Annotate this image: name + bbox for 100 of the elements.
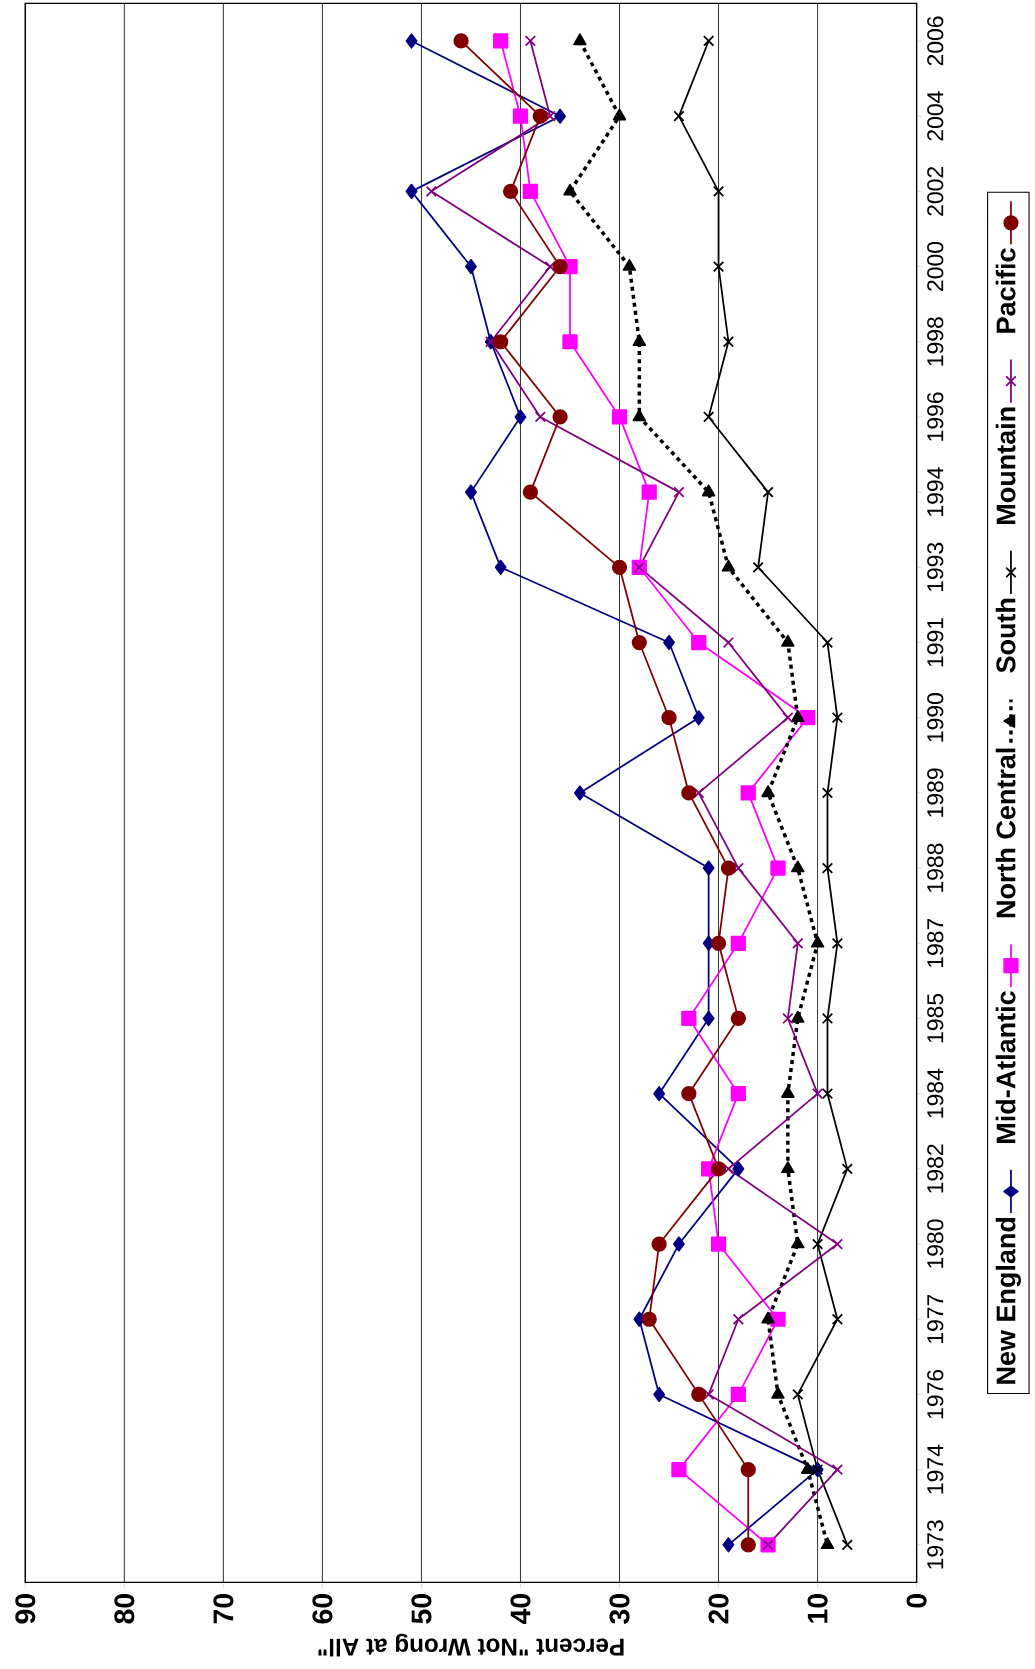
point <box>702 1010 715 1027</box>
x-tick-label: 50 <box>411 1594 432 1624</box>
point <box>841 1539 853 1551</box>
point <box>732 1161 745 1177</box>
point <box>573 33 587 46</box>
point <box>831 712 844 724</box>
point <box>782 1012 794 1025</box>
point <box>821 1088 834 1100</box>
x-tick-label: 30 <box>609 1594 630 1624</box>
point <box>493 334 509 350</box>
point <box>522 484 539 500</box>
point <box>544 110 556 122</box>
point <box>502 183 519 199</box>
point <box>622 258 637 271</box>
point <box>494 559 507 575</box>
point <box>632 409 647 422</box>
y-tick-label: 1990 <box>927 693 944 742</box>
point <box>820 1537 835 1550</box>
legend-label: Mid-Atlantic <box>995 991 1016 1143</box>
point <box>692 710 705 726</box>
point <box>791 1010 805 1023</box>
point <box>703 411 715 423</box>
point <box>563 183 577 196</box>
point <box>701 484 716 497</box>
y-tick-label: 1998 <box>927 317 944 366</box>
point <box>532 108 548 124</box>
point <box>691 1386 707 1403</box>
x-axis-title: Percent "Not Wrong at All" <box>318 1633 624 1657</box>
point <box>405 33 418 49</box>
point <box>740 1537 756 1553</box>
x-tick-label: 70 <box>213 1594 234 1624</box>
point <box>821 862 834 874</box>
point <box>611 409 628 425</box>
point <box>673 486 685 498</box>
x-tick-label: 60 <box>312 1594 333 1624</box>
point <box>661 710 677 726</box>
point <box>703 35 715 47</box>
point <box>811 1088 824 1100</box>
point <box>552 258 568 275</box>
y-tick-label: 1987 <box>927 918 944 968</box>
point <box>651 1236 667 1252</box>
point <box>730 1010 746 1027</box>
point <box>681 1010 697 1027</box>
point <box>562 334 578 350</box>
y-tick-label: 1976 <box>927 1369 944 1419</box>
point <box>771 1386 785 1399</box>
point <box>761 785 775 798</box>
point <box>641 484 657 500</box>
point <box>631 634 647 651</box>
point <box>524 35 537 47</box>
point <box>791 1236 805 1249</box>
point <box>800 1462 815 1474</box>
point <box>702 860 715 876</box>
y-tick-label: 1988 <box>927 843 944 892</box>
y-tick-label: 1989 <box>927 768 944 817</box>
point <box>710 1236 727 1252</box>
legend-label: North Central <box>995 748 1016 918</box>
x-tick-label: 80 <box>114 1594 135 1624</box>
point <box>465 484 477 500</box>
point <box>514 409 527 425</box>
point <box>673 1236 685 1252</box>
point <box>722 336 735 348</box>
x-tick-label: 40 <box>510 1594 531 1625</box>
point <box>671 1462 687 1478</box>
x-tick-label: 0 <box>906 1594 927 1608</box>
point <box>552 409 568 425</box>
point <box>792 937 804 949</box>
point <box>762 486 774 498</box>
y-tick-label: 2002 <box>927 167 944 216</box>
point <box>425 185 437 198</box>
y-tick-label: 1984 <box>927 1068 944 1118</box>
point <box>493 33 509 49</box>
point <box>831 1238 844 1250</box>
point <box>512 108 529 124</box>
point <box>811 1238 824 1250</box>
y-tick-label: 1980 <box>927 1219 944 1268</box>
point <box>722 636 735 649</box>
point <box>831 1313 844 1325</box>
point <box>770 860 786 876</box>
point <box>810 935 825 948</box>
point <box>693 787 705 799</box>
y-tick-label: 1994 <box>927 467 944 516</box>
point <box>791 710 805 722</box>
point <box>663 634 675 651</box>
point <box>710 935 727 951</box>
point <box>534 411 546 423</box>
point <box>653 1386 666 1403</box>
point <box>632 334 647 346</box>
point <box>821 636 834 649</box>
legend-label: South <box>995 598 1016 673</box>
point <box>720 860 737 876</box>
point <box>722 1537 735 1553</box>
point <box>721 559 736 572</box>
y-tick-label: 1973 <box>927 1520 944 1569</box>
point <box>681 785 697 801</box>
point <box>730 935 746 951</box>
legend-label: New England <box>995 1217 1021 1384</box>
legend-label: Mountain <box>995 407 1016 524</box>
point <box>673 110 685 122</box>
y-tick-label: 1977 <box>927 1294 944 1343</box>
